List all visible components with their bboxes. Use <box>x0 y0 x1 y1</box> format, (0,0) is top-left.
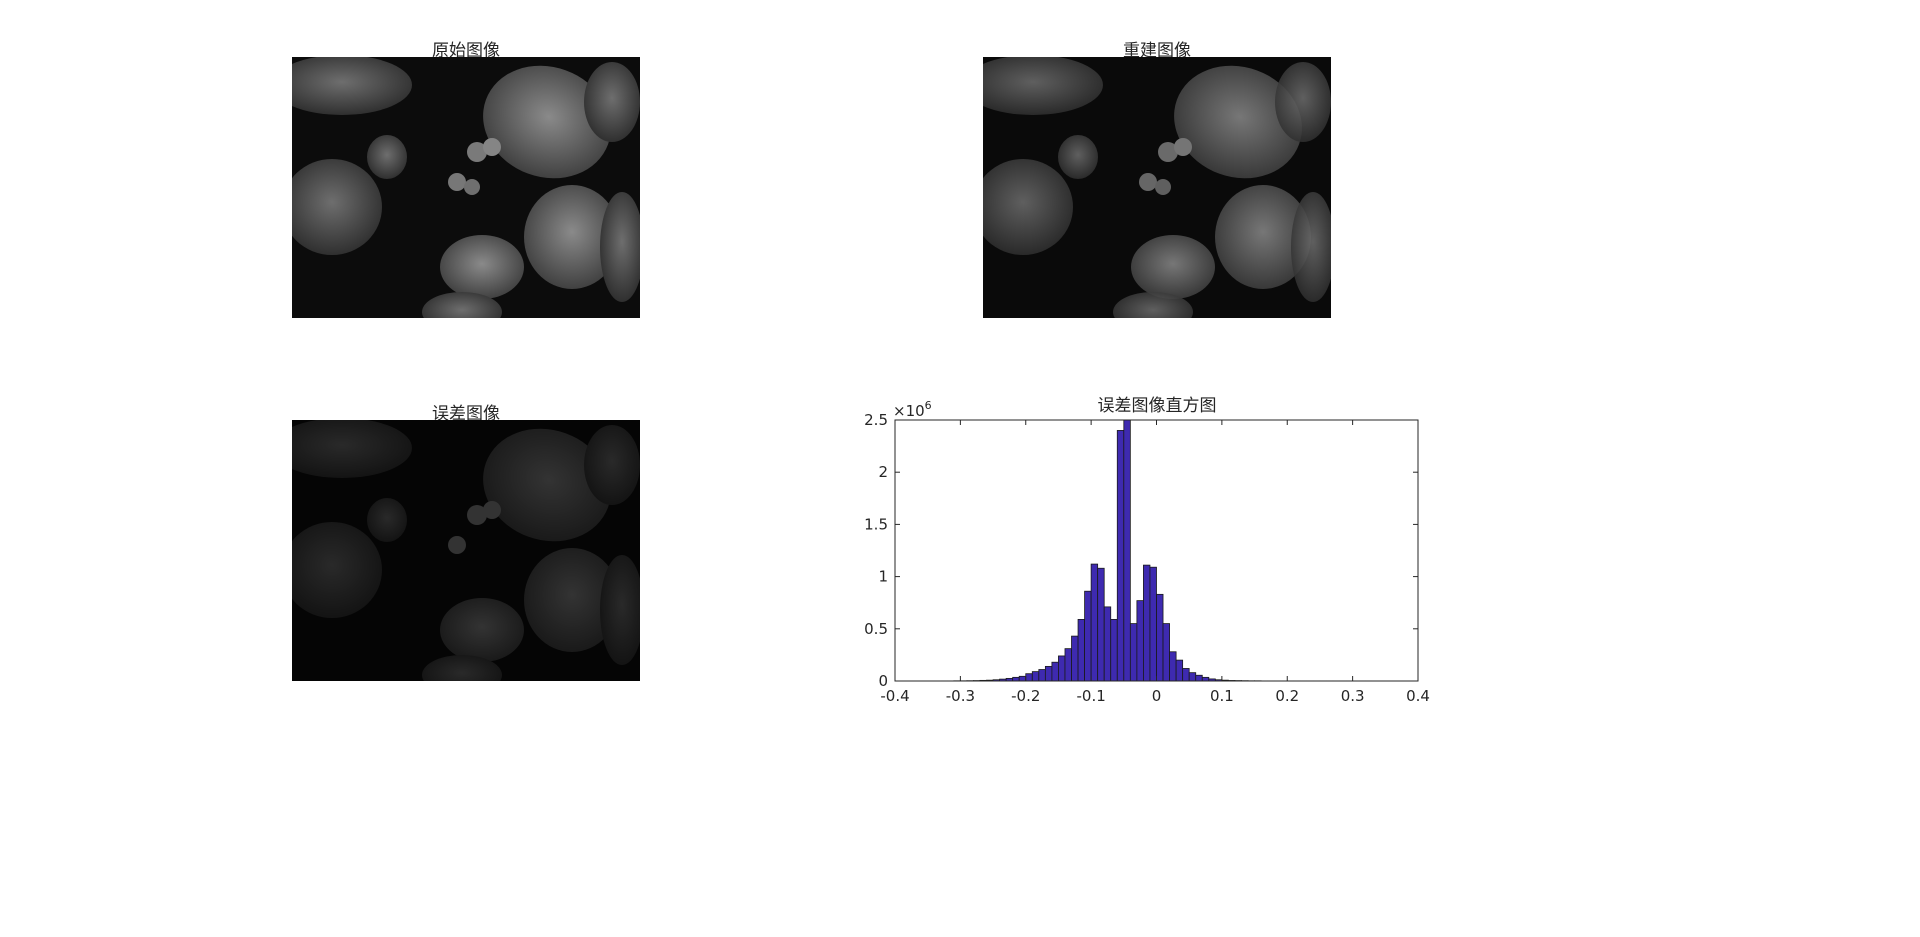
histogram-bar <box>1045 666 1052 681</box>
histogram-bar <box>1183 668 1190 681</box>
histogram-bar <box>1098 568 1105 681</box>
y-tick-label: 1.5 <box>864 515 888 533</box>
histogram-bar <box>1124 420 1131 681</box>
histogram-bar <box>1104 607 1111 681</box>
histogram-bar <box>1091 564 1098 681</box>
histogram-title: 误差图像直方图 <box>1098 396 1217 416</box>
histogram-bar <box>1039 670 1046 681</box>
histogram-bar <box>1117 430 1124 681</box>
y-tick-label: 2.5 <box>864 411 888 429</box>
histogram-bar <box>1157 594 1164 681</box>
x-tick-label: 0.1 <box>1210 687 1234 705</box>
histogram-bar <box>1202 677 1209 681</box>
histogram-bar <box>1111 619 1118 681</box>
y-tick-label: 0 <box>878 672 888 690</box>
histogram-bar <box>1058 656 1065 681</box>
histogram-bar <box>1137 601 1144 681</box>
y-exponent-label: ×106 <box>893 399 932 420</box>
y-tick-label: 2 <box>878 463 888 481</box>
x-tick-label: 0 <box>1152 687 1162 705</box>
histogram-bar <box>1065 649 1072 681</box>
x-tick-label: 0.3 <box>1341 687 1365 705</box>
y-exponent-base: ×10 <box>893 402 925 420</box>
x-tick-label: -0.1 <box>1076 687 1105 705</box>
histogram-bar <box>1026 674 1033 681</box>
x-tick-label: -0.2 <box>1011 687 1040 705</box>
x-tick-label: -0.3 <box>946 687 975 705</box>
histogram-bar <box>1143 565 1150 681</box>
histogram-bar <box>1189 673 1196 681</box>
histogram-bar <box>1163 624 1170 681</box>
histogram-bar <box>1078 619 1085 681</box>
y-exponent-power: 6 <box>925 399 932 412</box>
histogram-bar <box>1032 672 1039 681</box>
histogram-bar <box>1019 676 1026 681</box>
histogram-bar <box>1176 660 1183 681</box>
histogram-bar <box>1196 675 1203 681</box>
histogram-bar <box>1085 591 1092 681</box>
histogram-bars <box>941 420 1372 681</box>
x-tick-label: 0.2 <box>1275 687 1299 705</box>
x-tick-label: 0.4 <box>1406 687 1430 705</box>
histogram-bar <box>1072 636 1079 681</box>
histogram-bar <box>1130 624 1137 681</box>
histogram-bar <box>1052 662 1059 681</box>
y-tick-label: 1 <box>878 568 888 586</box>
y-tick-label: 0.5 <box>864 620 888 638</box>
histogram-bar <box>1150 567 1157 681</box>
histogram-bar <box>1170 652 1177 681</box>
histogram-bar <box>1013 677 1020 681</box>
